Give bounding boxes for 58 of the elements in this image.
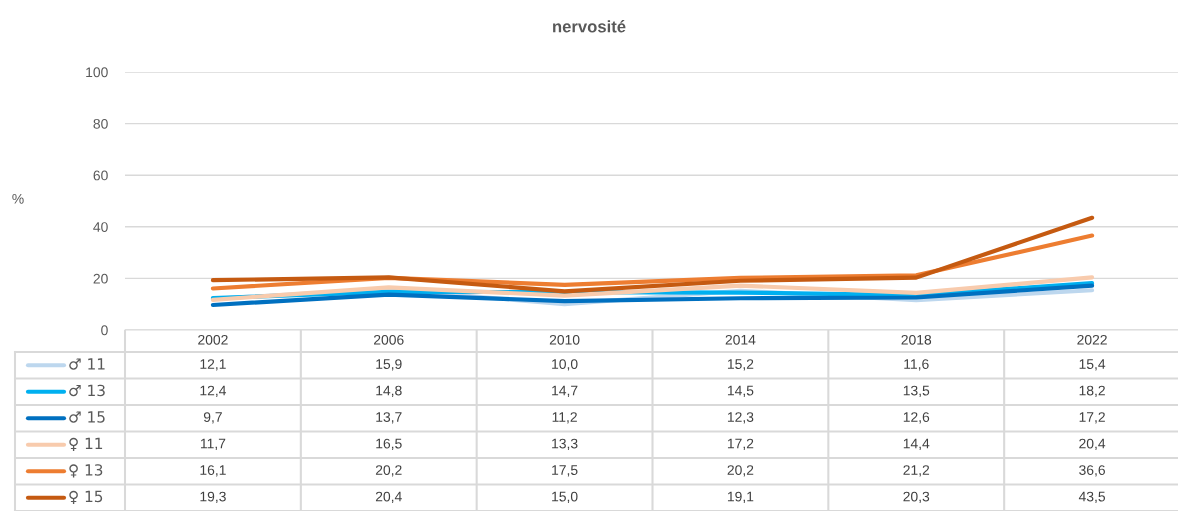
x-tick-label: 2006 (374, 334, 404, 345)
legend-label: ♂ 11 (69, 358, 105, 370)
data-label: 14,8 (376, 385, 402, 398)
y-tick-label: 0 (101, 325, 108, 336)
data-label: 21,2 (903, 465, 930, 477)
data-label: 11,2 (552, 412, 577, 424)
data-label: 10,0 (552, 359, 578, 371)
data-label: 9,7 (203, 412, 222, 424)
legend-label: ♂ 15 (69, 411, 105, 423)
data-label: 17,2 (1079, 412, 1105, 424)
data-label: 11,7 (200, 438, 226, 451)
line-series (210, 275, 1095, 302)
data-label: 16,1 (200, 465, 226, 477)
data-label: 19,3 (200, 491, 226, 504)
chart-title: nervosité (553, 20, 626, 33)
x-tick-label: 2010 (549, 334, 580, 345)
y-tick-label: 40 (93, 222, 108, 232)
x-tick-label: 2002 (198, 334, 228, 345)
data-label: 20,2 (375, 465, 402, 477)
data-label: 20,3 (903, 491, 930, 504)
data-label: 18,2 (1079, 385, 1105, 398)
data-label: 36,6 (1079, 465, 1105, 477)
x-tick-label: 2018 (901, 334, 932, 345)
data-label: 19,1 (727, 491, 754, 504)
data-label: 13,3 (552, 438, 578, 451)
data-label: 15,4 (1079, 359, 1106, 371)
data-label: 13,5 (903, 385, 930, 398)
legend-label: ♂ 13 (69, 384, 105, 397)
y-axis-title: % (12, 193, 24, 204)
data-label: 14,5 (727, 385, 754, 398)
x-tick-label: 2022 (1077, 334, 1107, 345)
data-label: 14,7 (552, 385, 578, 398)
x-tick-label: 2014 (725, 334, 756, 345)
legend-label: ♀ 11 (69, 437, 103, 451)
data-label: 20,4 (1079, 438, 1106, 451)
data-label: 12,1 (200, 359, 226, 371)
data-label: 17,5 (552, 465, 578, 477)
y-tick-label: 100 (86, 67, 108, 78)
legend-label: ♀ 15 (69, 490, 103, 504)
data-label: 14,4 (903, 438, 930, 451)
data-label: 12,6 (903, 412, 930, 424)
data-label: 15,9 (376, 359, 402, 371)
data-label: 20,2 (727, 465, 754, 477)
data-label: 12,3 (727, 412, 754, 424)
y-tick-label: 20 (93, 273, 108, 284)
y-tick-label: 60 (93, 170, 108, 181)
data-label: 16,5 (376, 438, 402, 451)
data-label: 12,4 (200, 385, 227, 398)
data-label: 15,0 (552, 491, 578, 504)
line-series (210, 215, 1095, 294)
data-label: 20,4 (375, 491, 402, 504)
data-label: 43,5 (1078, 491, 1106, 504)
data-label: 15,2 (727, 359, 754, 371)
legend-label: ♀ 13 (69, 464, 103, 478)
y-tick-label: 80 (93, 118, 108, 129)
data-label: 17,2 (727, 438, 754, 451)
data-label: 11,6 (904, 359, 929, 371)
data-label: 13,7 (376, 412, 402, 424)
